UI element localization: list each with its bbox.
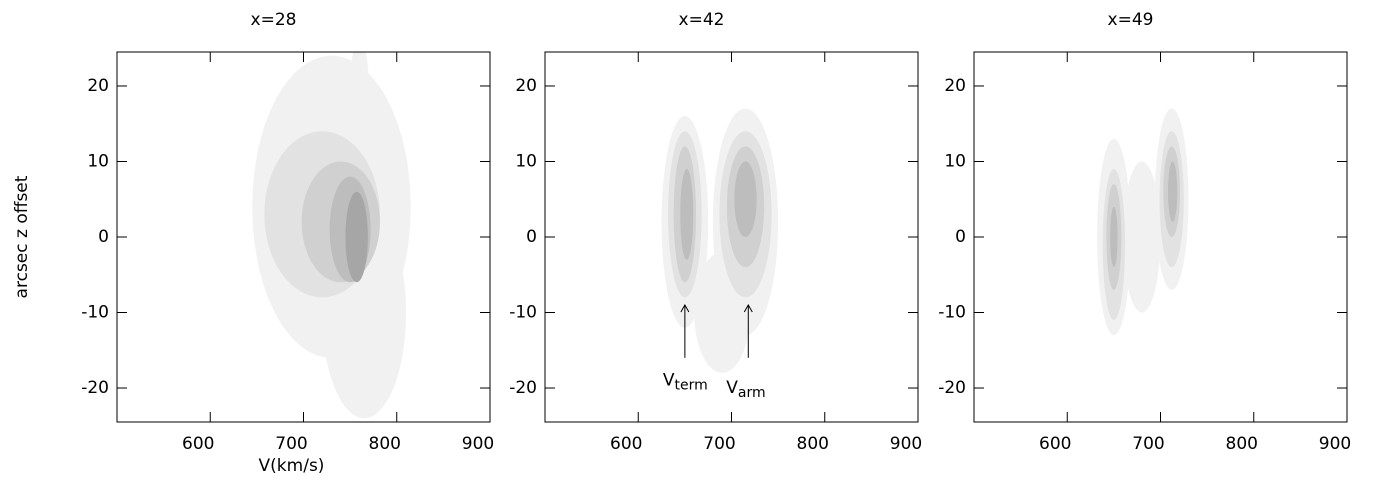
x-axis-label: V(km/s) xyxy=(259,456,325,476)
y-tick-label: -10 xyxy=(509,303,537,323)
y-tick-label: 20 xyxy=(515,76,537,96)
x-tick-label: 800 xyxy=(797,434,829,454)
contour-region xyxy=(1123,161,1161,313)
contour-region xyxy=(1167,161,1178,222)
y-tick-label: -20 xyxy=(509,378,537,398)
annotation-subscript: term xyxy=(675,377,708,393)
x-tick-label: 600 xyxy=(182,434,214,454)
y-tick-label: 20 xyxy=(944,76,966,96)
panel-title: x=42 xyxy=(679,10,725,30)
annotation: Varm xyxy=(726,378,765,401)
panel-title: x=49 xyxy=(1108,10,1154,30)
y-tick-label: -10 xyxy=(938,303,966,323)
y-axis-label: arcsec z offset xyxy=(12,175,32,298)
arrow-head xyxy=(743,303,753,313)
plot-area xyxy=(661,108,779,373)
y-tick-label: -20 xyxy=(81,378,109,398)
x-tick-label: 600 xyxy=(610,434,642,454)
contour-region xyxy=(350,52,369,132)
y-tick-label: 0 xyxy=(526,227,537,247)
y-tick-label: 0 xyxy=(955,227,966,247)
contour-region xyxy=(1110,206,1118,268)
arrow-head xyxy=(680,303,690,313)
x-tick-label: 900 xyxy=(1319,434,1351,454)
plot-area xyxy=(252,52,411,419)
y-tick-label: 10 xyxy=(515,151,537,171)
x-tick-label: 700 xyxy=(1132,434,1164,454)
y-tick-label: 10 xyxy=(944,151,966,171)
x-tick-label: 700 xyxy=(703,434,735,454)
y-tick-label: -10 xyxy=(81,303,109,323)
x-tick-label: 800 xyxy=(1226,434,1258,454)
plot-area xyxy=(1097,108,1189,336)
contour-region xyxy=(345,191,368,283)
x-tick-label: 700 xyxy=(275,434,307,454)
x-tick-label: 900 xyxy=(890,434,922,454)
x-tick-label: 600 xyxy=(1039,434,1071,454)
y-tick-label: 20 xyxy=(87,76,109,96)
x-tick-label: 800 xyxy=(369,434,401,454)
y-tick-label: 10 xyxy=(87,151,109,171)
annotation-text: V xyxy=(726,378,738,398)
x-tick-label: 900 xyxy=(462,434,494,454)
y-tick-label: -20 xyxy=(938,378,966,398)
annotation-text: V xyxy=(663,370,675,390)
contour-region xyxy=(734,161,757,237)
annotation-subscript: arm xyxy=(738,385,766,401)
y-tick-label: 0 xyxy=(98,227,109,247)
annotation: Vterm xyxy=(663,370,708,393)
panel-title: x=28 xyxy=(251,10,297,30)
contour-region xyxy=(680,169,694,260)
